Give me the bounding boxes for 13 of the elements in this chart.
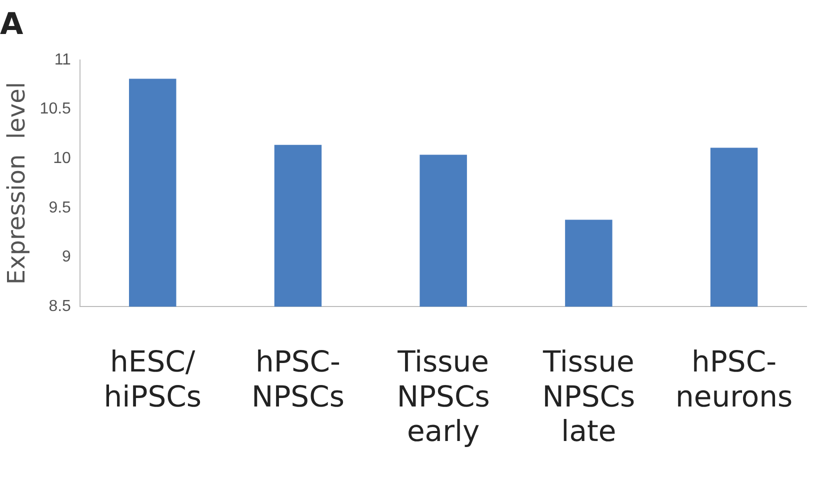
x-tick-label: hPSC- NPSCs (251, 344, 344, 414)
chart-title: A (0, 6, 24, 42)
x-tick-label: Tissue NPSCs late (542, 344, 636, 448)
y-tick-label: 9.5 (48, 199, 72, 216)
y-tick-label: 8.5 (48, 298, 72, 316)
y-tick-label: 10 (53, 150, 72, 168)
y-axis-title: Expression level (2, 82, 31, 285)
y-tick-label: 10.5 (40, 100, 72, 118)
x-tick-label: Tissue NPSCs early (396, 344, 490, 448)
y-tick-label: 9 (62, 248, 72, 266)
x-tick-label: hPSC- neurons (675, 344, 793, 414)
x-tick-label: hESC/ hiPSCs (104, 344, 202, 414)
y-tick-label: 11 (54, 51, 72, 68)
